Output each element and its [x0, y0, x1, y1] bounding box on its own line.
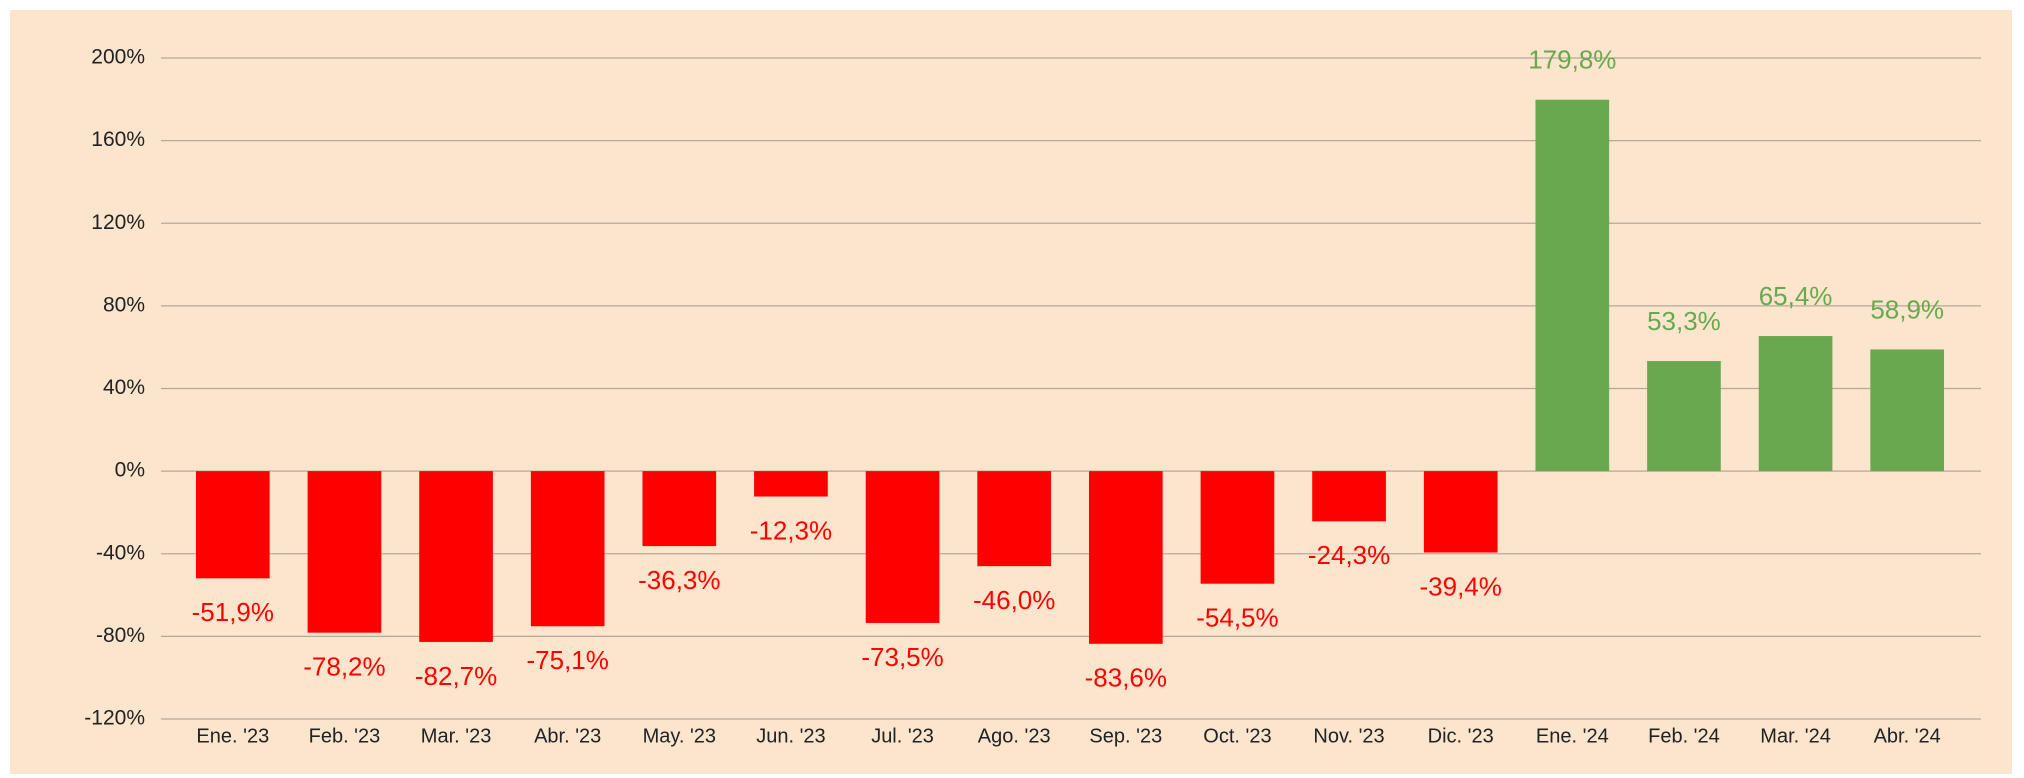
y-tick-label: 0% — [115, 459, 145, 482]
x-tick-label: Ene. '24 — [1536, 725, 1609, 747]
x-tick-label: Jul. '23 — [871, 725, 934, 747]
data-label: -51,9% — [192, 597, 274, 627]
x-tick-label: Mar. '24 — [1760, 725, 1831, 747]
x-tick-label: Sep. '23 — [1089, 725, 1162, 747]
data-label: 179,8% — [1528, 45, 1616, 75]
data-label: 65,4% — [1759, 281, 1833, 311]
y-tick-label: 80% — [103, 293, 145, 316]
y-tick-label: -80% — [96, 624, 145, 647]
x-tick-label: Ago. '23 — [978, 725, 1051, 747]
y-tick-label: -40% — [96, 541, 145, 564]
data-label: -12,3% — [750, 515, 832, 545]
data-label: 53,3% — [1647, 306, 1721, 336]
data-label: -24,3% — [1308, 540, 1390, 570]
x-tick-label: Nov. '23 — [1313, 725, 1384, 747]
data-label: -78,2% — [303, 652, 385, 682]
bar — [1200, 471, 1275, 584]
x-tick-label: Dic. '23 — [1428, 725, 1494, 747]
bar — [977, 471, 1052, 567]
data-label: 58,9% — [1870, 294, 1944, 324]
y-tick-label: 200% — [91, 46, 145, 69]
x-tick-label: Feb. '23 — [309, 725, 381, 747]
bar — [1758, 336, 1833, 472]
x-tick-label: May. '23 — [643, 725, 716, 747]
data-label: -75,1% — [526, 645, 608, 675]
bar — [195, 471, 270, 579]
x-tick-label: Feb. '24 — [1648, 725, 1720, 747]
bar — [754, 471, 828, 497]
data-label: -82,7% — [415, 661, 497, 691]
data-label: -54,5% — [1196, 603, 1278, 633]
y-tick-label: 160% — [91, 128, 145, 151]
y-tick-label: -120% — [84, 707, 145, 730]
data-label: -73,5% — [861, 642, 943, 672]
bar — [419, 471, 493, 642]
bar — [1423, 471, 1498, 553]
bar — [1647, 361, 1721, 472]
bar — [1088, 471, 1163, 644]
x-tick-label: Ene. '23 — [196, 725, 269, 747]
y-tick-label: 120% — [91, 211, 145, 234]
data-label: -83,6% — [1085, 663, 1167, 693]
bar — [1312, 471, 1386, 522]
data-label: -46,0% — [973, 585, 1055, 615]
x-tick-label: Abr. '23 — [534, 725, 601, 747]
x-tick-label: Abr. '24 — [1874, 725, 1941, 747]
data-label: -36,3% — [638, 565, 720, 595]
bar — [1870, 349, 1945, 472]
data-label: -39,4% — [1419, 571, 1501, 601]
bar — [642, 471, 717, 547]
x-tick-label: Jun. '23 — [756, 725, 825, 747]
bar — [865, 471, 940, 623]
x-tick-label: Mar. '23 — [421, 725, 492, 747]
x-tick-label: Oct. '23 — [1203, 725, 1271, 747]
bar — [307, 471, 382, 633]
y-tick-label: 40% — [103, 376, 145, 399]
bar — [530, 471, 605, 627]
bar — [1535, 99, 1610, 472]
